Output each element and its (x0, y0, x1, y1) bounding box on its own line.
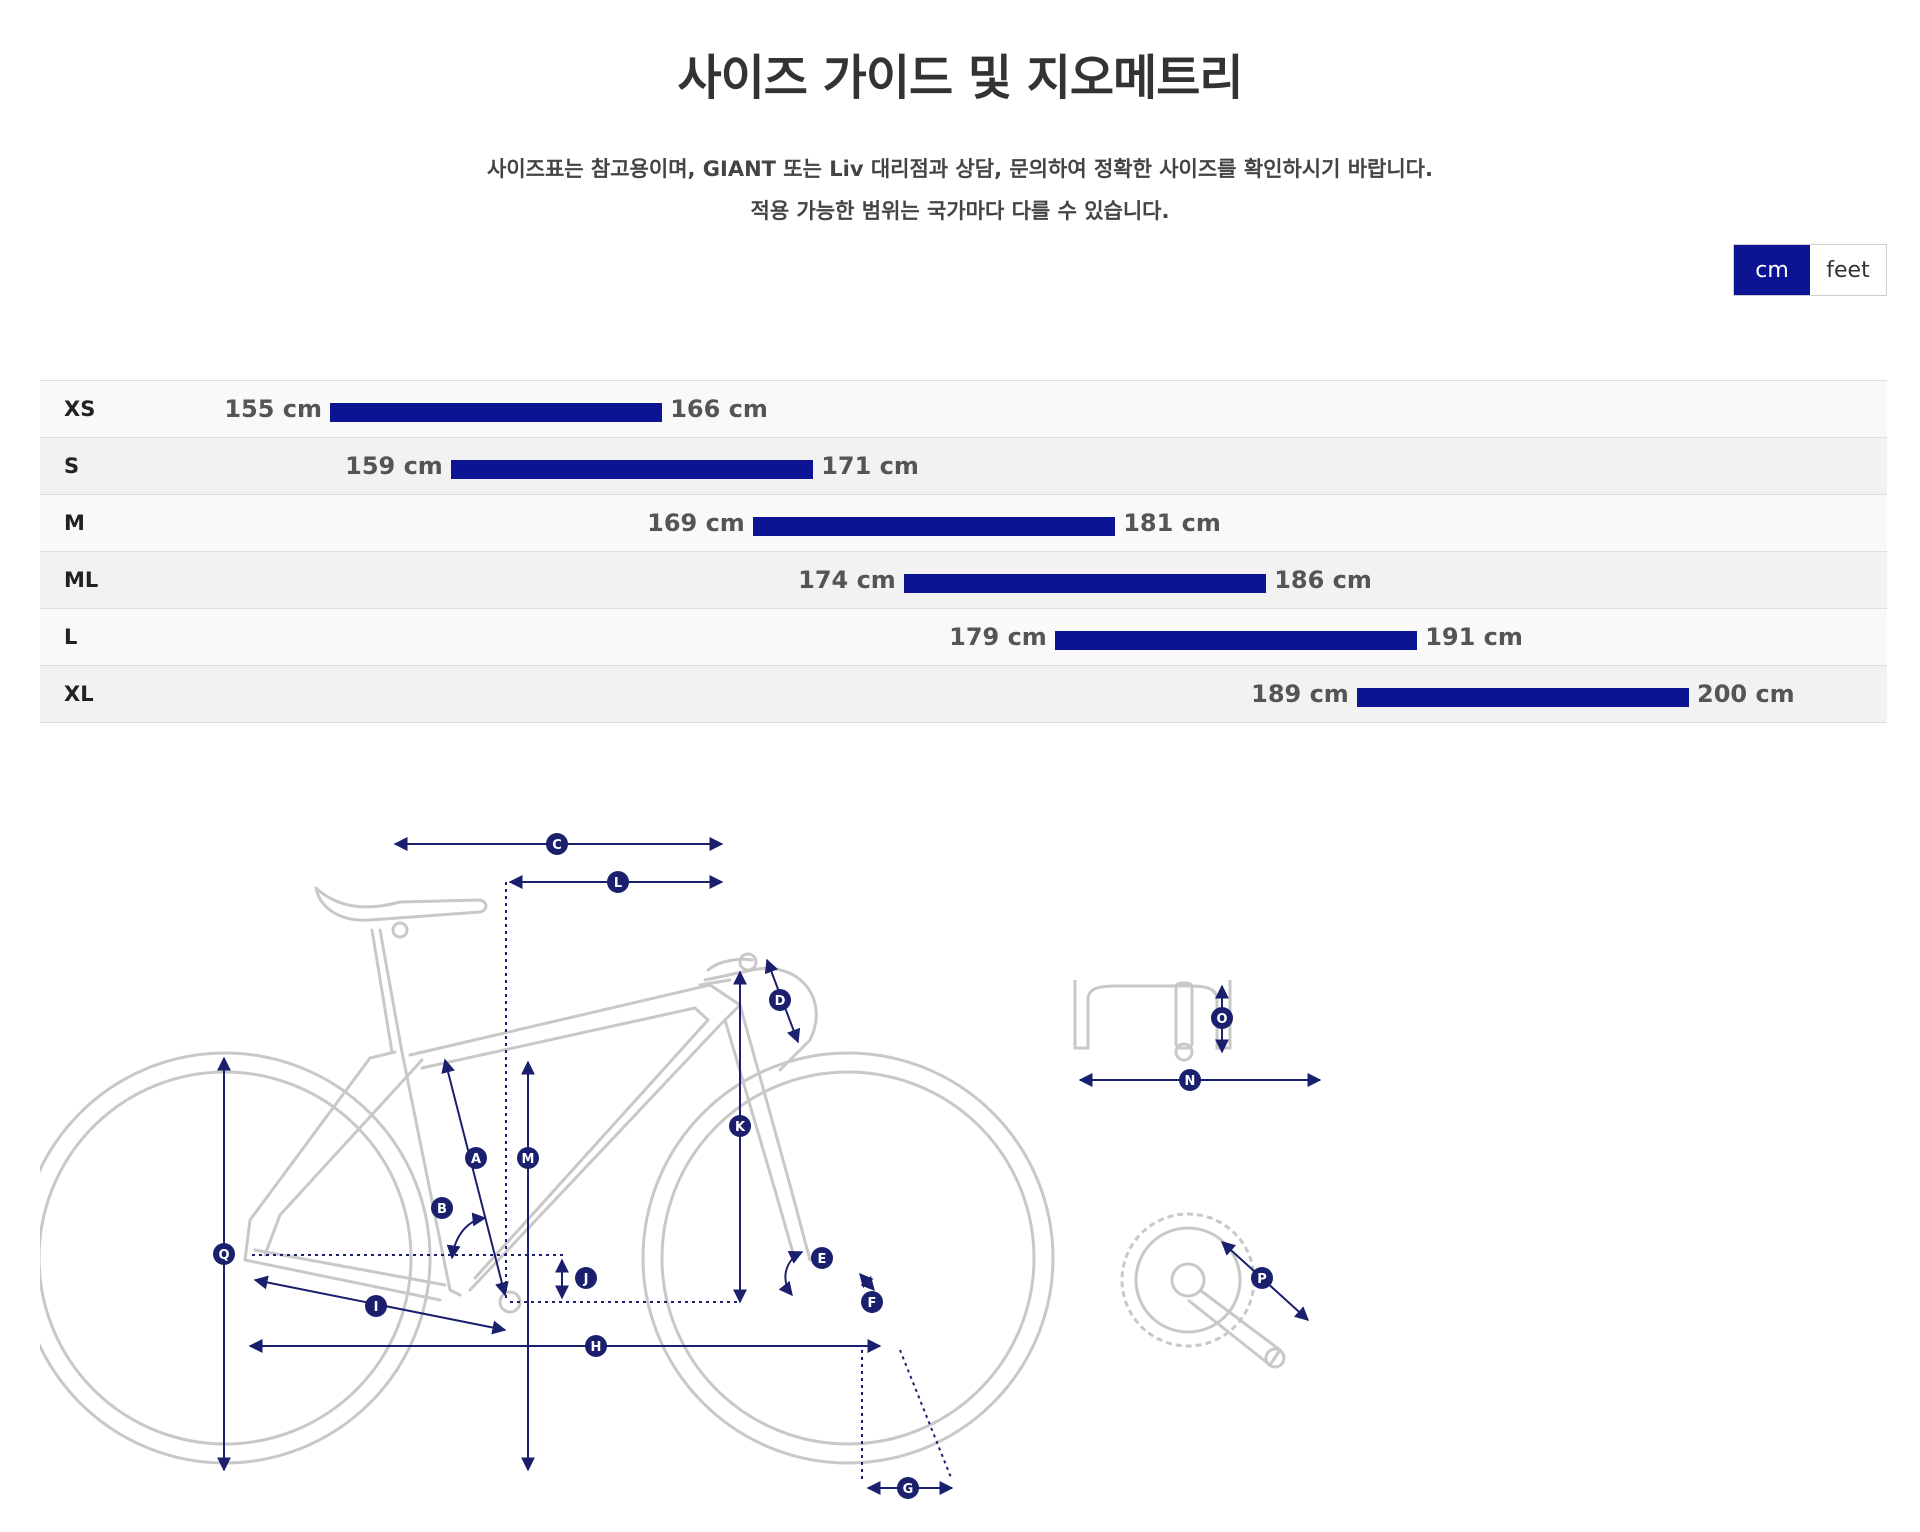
height-range-bar (753, 517, 1115, 536)
height-range-bar (904, 574, 1266, 593)
label-j-badge: J (575, 1267, 597, 1289)
range-max-label: 171 cm (821, 438, 919, 494)
svg-text:A: A (471, 1152, 481, 1167)
svg-text:E: E (818, 1252, 827, 1267)
label-c-badge: C (546, 833, 568, 855)
crankset (1122, 1214, 1284, 1367)
label-d-badge: D (769, 989, 791, 1011)
dimension-lines (224, 844, 1320, 1488)
svg-text:H: H (591, 1340, 602, 1355)
range-min-label: 159 cm (345, 438, 443, 494)
svg-text:N: N (1185, 1074, 1196, 1089)
label-q-badge: Q (213, 1243, 235, 1265)
label-p-badge: P (1251, 1267, 1273, 1289)
svg-text:G: G (903, 1482, 914, 1497)
label-m-badge: M (517, 1147, 539, 1169)
notice-line-1: 사이즈표는 참고용이며, GIANT 또는 Liv 대리점과 상담, 문의하여 … (0, 148, 1920, 190)
height-range-bar (1357, 688, 1689, 707)
size-label: ML (64, 552, 98, 608)
range-min-label: 189 cm (1251, 666, 1349, 722)
svg-text:I: I (374, 1300, 379, 1315)
svg-text:F: F (868, 1296, 877, 1311)
svg-text:Q: Q (218, 1248, 229, 1263)
svg-text:O: O (1216, 1012, 1227, 1027)
size-row-ml: ML 174 cm 186 cm (40, 552, 1887, 609)
label-h-badge: H (585, 1335, 607, 1357)
geometry-diagram: A B C D E F G H I J K L M N O P Q (40, 790, 1370, 1510)
size-label: M (64, 495, 85, 551)
notice-line-2: 적용 가능한 범위는 국가마다 다를 수 있습니다. (0, 190, 1920, 232)
height-range-bar (451, 460, 813, 479)
bike-frame (245, 888, 816, 1312)
svg-text:J: J (583, 1272, 589, 1287)
range-max-label: 200 cm (1697, 666, 1795, 722)
size-row-s: S 159 cm 171 cm (40, 438, 1887, 495)
height-range-bar (330, 403, 662, 422)
svg-text:D: D (775, 994, 786, 1009)
label-a-badge: A (465, 1147, 487, 1169)
svg-text:P: P (1257, 1272, 1267, 1287)
label-n-badge: N (1179, 1069, 1201, 1091)
range-min-label: 174 cm (798, 552, 896, 608)
front-wheel (643, 1053, 1053, 1463)
label-o-badge: O (1211, 1007, 1233, 1029)
range-min-label: 169 cm (647, 495, 745, 551)
label-k-badge: K (729, 1115, 751, 1137)
size-label: L (64, 609, 77, 665)
label-f-badge: F (861, 1291, 883, 1313)
range-min-label: 155 cm (224, 381, 322, 437)
range-max-label: 186 cm (1274, 552, 1372, 608)
unit-feet-button[interactable]: feet (1810, 245, 1886, 295)
height-range-bar (1055, 631, 1417, 650)
unit-cm-button[interactable]: cm (1734, 245, 1810, 295)
unit-toggle: cm feet (1733, 244, 1887, 296)
size-row-xs: XS 155 cm 166 cm (40, 381, 1887, 438)
label-l-badge: L (607, 871, 629, 893)
size-row-m: M 169 cm 181 cm (40, 495, 1887, 552)
range-max-label: 181 cm (1123, 495, 1221, 551)
handlebar-front-view (1075, 980, 1230, 1060)
svg-text:M: M (522, 1152, 535, 1167)
range-max-label: 166 cm (670, 381, 768, 437)
range-min-label: 179 cm (949, 609, 1047, 665)
svg-text:L: L (614, 876, 622, 891)
size-range-table: XS 155 cm 166 cm S 159 cm 171 cm M 169 cm 181 cm… (40, 380, 1887, 723)
label-g-badge: G (897, 1477, 919, 1499)
label-i-badge: I (365, 1295, 387, 1317)
svg-text:K: K (735, 1120, 746, 1135)
size-notice: 사이즈표는 참고용이며, GIANT 또는 Liv 대리점과 상담, 문의하여 … (0, 148, 1920, 232)
range-max-label: 191 cm (1425, 609, 1523, 665)
size-label: XL (64, 666, 94, 722)
label-b-badge: B (431, 1197, 453, 1219)
label-e-badge: E (811, 1247, 833, 1269)
size-row-l: L 179 cm 191 cm (40, 609, 1887, 666)
size-label: S (64, 438, 79, 494)
size-label: XS (64, 381, 95, 437)
svg-text:B: B (437, 1202, 447, 1217)
size-row-xl: XL 189 cm 200 cm (40, 666, 1887, 723)
svg-text:C: C (552, 838, 562, 853)
page-title: 사이즈 가이드 및 지오메트리 (0, 38, 1920, 108)
